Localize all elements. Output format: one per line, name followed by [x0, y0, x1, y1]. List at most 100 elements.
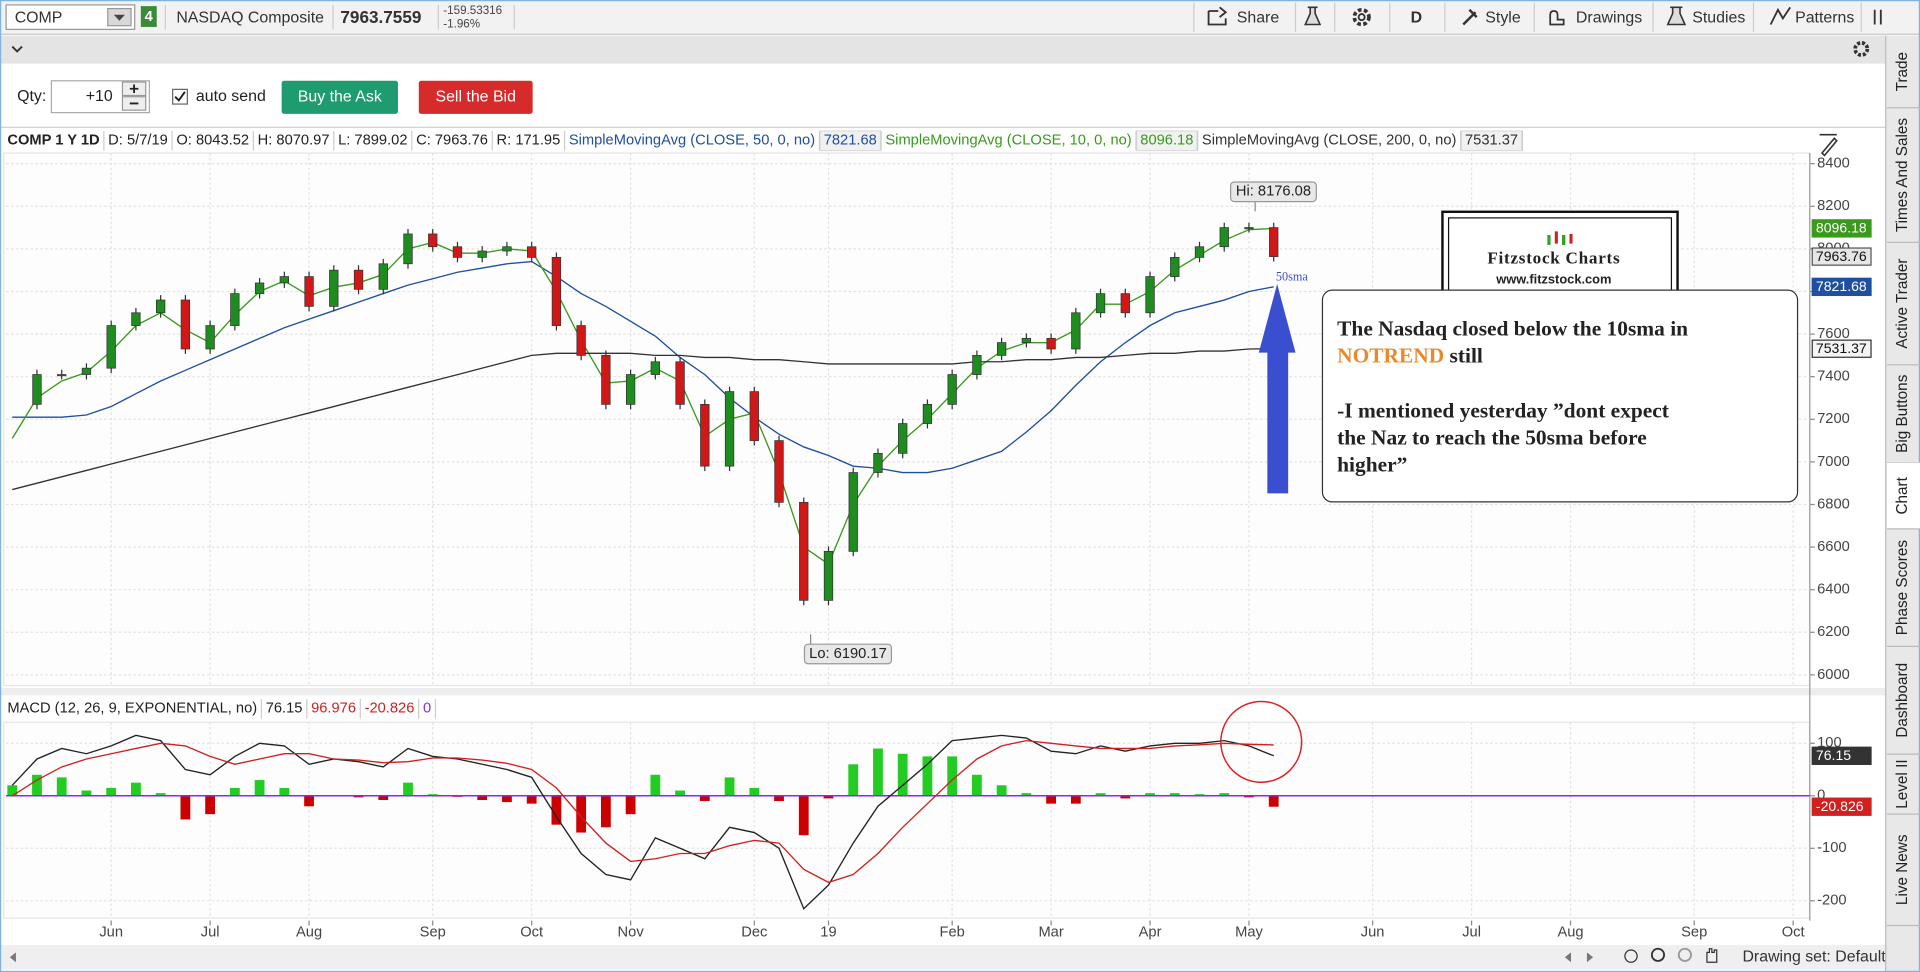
histogram-bar — [131, 782, 141, 796]
collapse-button[interactable] — [11, 45, 23, 53]
macd-line — [11, 739, 1274, 884]
studies-button[interactable]: Studies — [1692, 10, 1745, 27]
histogram-bar — [254, 780, 265, 796]
candle — [353, 269, 364, 290]
low-label: Lo: 6190.17 — [809, 646, 887, 662]
settings-icon-core — [1357, 13, 1366, 22]
zoom-in[interactable] — [1650, 947, 1665, 962]
candle — [477, 250, 487, 258]
buy-button[interactable] — [281, 80, 398, 114]
side-tab[interactable]: Phase Scores — [1894, 540, 1911, 636]
auto-send-checkbox[interactable] — [172, 88, 188, 105]
y-tick-label: 8400 — [1817, 156, 1850, 172]
share-button[interactable]: Share — [1237, 10, 1280, 27]
zoom-out[interactable] — [1677, 947, 1692, 962]
candle — [329, 269, 339, 307]
histogram-bar — [1244, 795, 1254, 798]
candle — [1095, 293, 1106, 314]
candle — [32, 374, 42, 405]
symbol[interactable]: COMP — [15, 10, 63, 27]
candle — [106, 325, 116, 369]
flask-icon[interactable] — [1304, 6, 1322, 26]
candle — [205, 325, 215, 350]
symbol-name: NASDAQ Composite — [176, 10, 324, 27]
settings-icon[interactable] — [1352, 7, 1371, 27]
price-tag — [1811, 746, 1872, 765]
spinner-signs — [129, 84, 139, 105]
panel-toggle[interactable] — [1873, 9, 1882, 25]
studies-icon[interactable] — [1666, 6, 1687, 26]
candle — [304, 276, 314, 307]
note-text: still — [1450, 343, 1483, 367]
candle — [947, 374, 957, 405]
drawing-set[interactable]: Drawing set: Default — [1742, 949, 1886, 966]
side-tab[interactable]: Live News — [1894, 834, 1911, 905]
candle — [403, 233, 413, 265]
candle — [650, 361, 661, 375]
legend-item: D: 5/7/19 — [108, 133, 168, 149]
pan-tool[interactable] — [1706, 948, 1718, 963]
histogram-bar — [378, 795, 389, 800]
sell-button[interactable] — [418, 80, 533, 114]
histogram-bar — [947, 756, 958, 796]
sell-label[interactable]: Sell the Bid — [435, 89, 515, 106]
scrollbar[interactable] — [0, 945, 1886, 970]
buy-label[interactable]: Buy the Ask — [298, 89, 382, 106]
histogram-bar — [1219, 793, 1230, 796]
x-tick-label: Mar — [1038, 925, 1063, 941]
price-tag-label: 7963.76 — [1816, 248, 1867, 264]
x-tick-label: Sep — [420, 925, 446, 941]
histogram-bar — [81, 790, 92, 796]
style-icon[interactable] — [1462, 8, 1478, 26]
drawings-button[interactable]: Drawings — [1576, 10, 1642, 27]
price-tag-label: 8096.18 — [1816, 220, 1867, 236]
chart-settings[interactable] — [1853, 41, 1870, 57]
histogram-bar — [724, 777, 735, 796]
histogram-bar — [1095, 793, 1106, 796]
patterns-button[interactable]: Patterns — [1795, 10, 1854, 27]
panel-splitter[interactable] — [0, 687, 1886, 696]
side-tab[interactable]: Dashboard — [1894, 663, 1911, 738]
histogram-bar — [798, 795, 809, 836]
qty-value[interactable]: +10 — [86, 88, 113, 105]
histogram-bar — [353, 795, 364, 798]
drawing-tool-icon[interactable] — [1819, 133, 1838, 157]
x-tick-label: Sep — [1681, 925, 1707, 941]
histogram-bar — [1145, 793, 1155, 796]
candle — [1170, 257, 1180, 277]
style-button[interactable]: Style — [1485, 10, 1521, 27]
last-price: 7963.7559 — [340, 7, 421, 27]
y-tick-label: 0 — [1817, 788, 1825, 804]
x-tick-label: 19 — [820, 925, 836, 941]
sma-line — [12, 260, 1274, 474]
side-tab[interactable]: Times And Sales — [1894, 118, 1911, 233]
candle — [873, 452, 883, 473]
side-tab[interactable]: Trade — [1894, 52, 1911, 91]
side-tab[interactable]: Big Buttons — [1894, 374, 1911, 453]
histogram-bar — [576, 795, 587, 833]
histogram-bar — [403, 782, 413, 796]
side-tab[interactable]: Chart — [1894, 476, 1911, 514]
candle — [1071, 312, 1081, 350]
x-tick-label: Oct — [520, 925, 543, 941]
zoom-fit[interactable] — [1624, 949, 1638, 963]
histogram-bar — [1070, 795, 1081, 804]
share-icon[interactable] — [1207, 6, 1228, 26]
note-line: The Nasdaq closed below the 10sma in — [1337, 316, 1688, 340]
candle — [1269, 227, 1279, 257]
candle — [1194, 246, 1205, 258]
side-tab[interactable]: Active Trader — [1894, 259, 1911, 349]
candle — [428, 233, 438, 248]
candle — [774, 440, 784, 503]
histogram-bar — [502, 795, 512, 803]
percent-change: -1.96% — [443, 18, 480, 31]
drawings-icon[interactable] — [1549, 10, 1565, 26]
side-tab[interactable]: Level II — [1894, 759, 1911, 808]
candle — [452, 246, 463, 258]
histogram-bar — [625, 795, 636, 815]
patterns-icon[interactable] — [1769, 6, 1791, 25]
y-tick-label: 7400 — [1817, 369, 1850, 385]
period-button[interactable]: D — [1411, 10, 1423, 27]
candle — [279, 276, 289, 284]
legend-item: R: 171.95 — [497, 133, 561, 149]
